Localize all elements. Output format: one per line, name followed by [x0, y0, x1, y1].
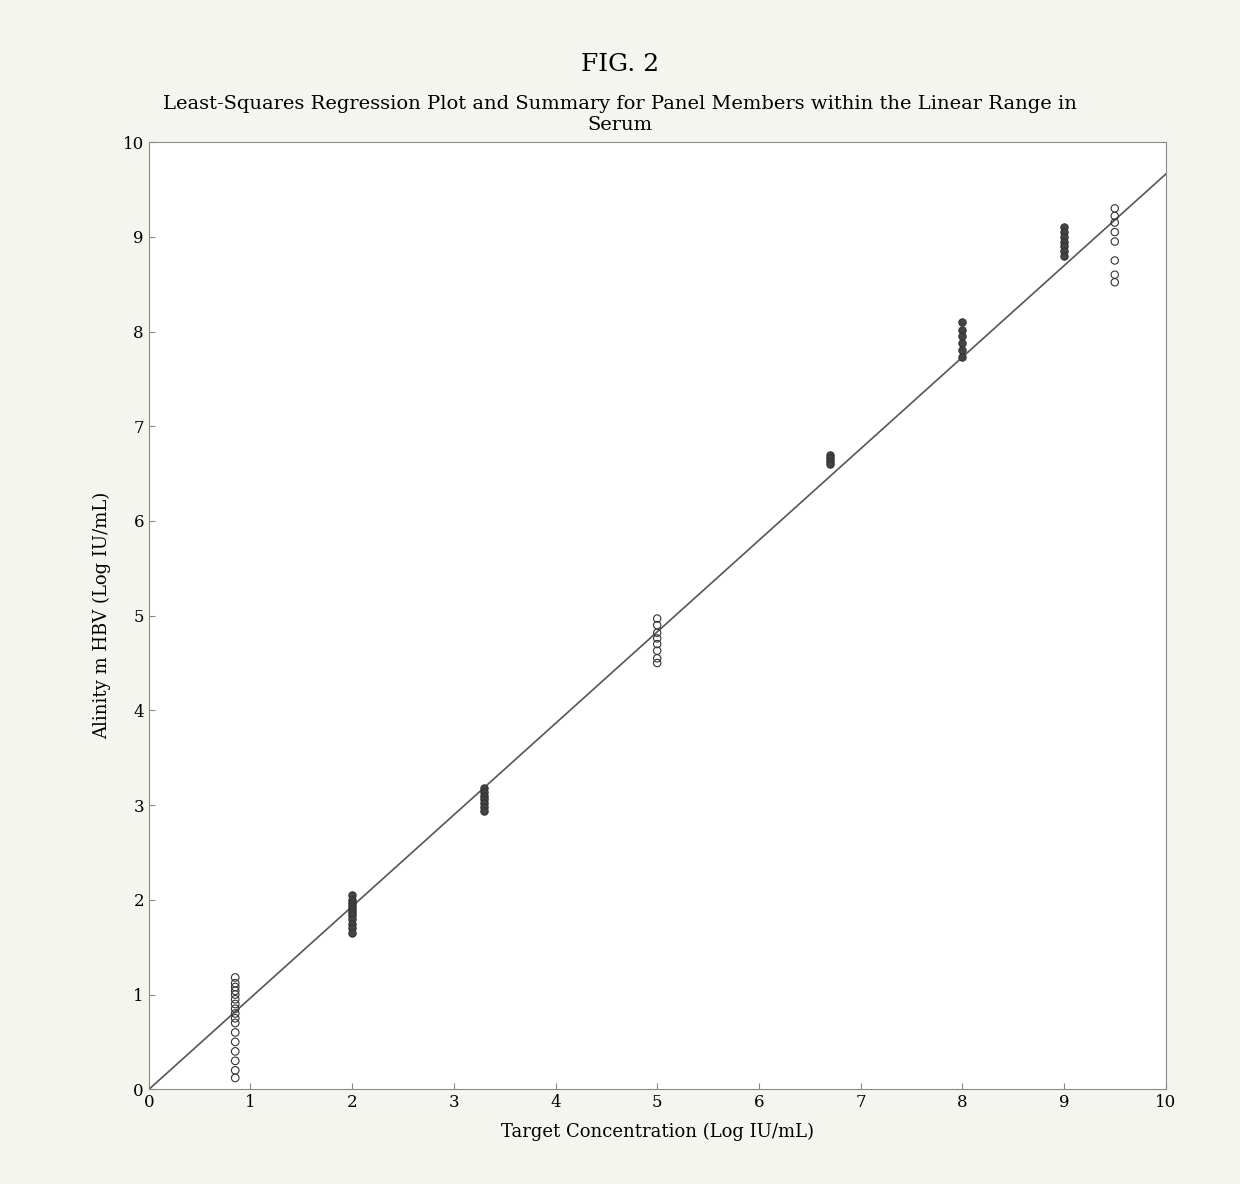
Point	[647, 629, 667, 648]
Point	[342, 896, 362, 915]
Point	[820, 452, 839, 471]
Point	[1105, 251, 1125, 270]
Point	[475, 783, 495, 802]
Point	[1054, 232, 1074, 251]
Point	[342, 924, 362, 942]
Point	[342, 902, 362, 921]
Point	[226, 978, 246, 997]
Point	[952, 313, 972, 332]
Point	[1054, 223, 1074, 242]
Y-axis label: Alinity m HBV (Log IU/mL): Alinity m HBV (Log IU/mL)	[93, 493, 112, 739]
Point	[342, 909, 362, 928]
Point	[342, 886, 362, 905]
Point	[647, 609, 667, 628]
Point	[1105, 223, 1125, 242]
Point	[342, 914, 362, 933]
Point	[952, 341, 972, 360]
Point	[952, 320, 972, 339]
Point	[226, 1068, 246, 1087]
Point	[1105, 232, 1125, 251]
Point	[226, 985, 246, 1004]
Point	[226, 982, 246, 1000]
Point	[647, 649, 667, 668]
Point	[820, 445, 839, 464]
Point	[226, 973, 246, 992]
Point	[226, 969, 246, 987]
Point	[475, 786, 495, 805]
Point	[1054, 246, 1074, 265]
Point	[647, 616, 667, 635]
Point	[226, 1051, 246, 1070]
Point	[1054, 242, 1074, 260]
Point	[647, 654, 667, 673]
Point	[342, 890, 362, 909]
Point	[952, 327, 972, 346]
Point	[952, 334, 972, 353]
Point	[226, 1032, 246, 1051]
Point	[342, 919, 362, 938]
Point	[1054, 218, 1074, 237]
Point	[1105, 265, 1125, 284]
Text: FIG. 2: FIG. 2	[580, 53, 660, 76]
Point	[1105, 272, 1125, 291]
Point	[342, 893, 362, 912]
Point	[226, 1042, 246, 1061]
Point	[820, 449, 839, 468]
Point	[647, 623, 667, 642]
X-axis label: Target Concentration (Log IU/mL): Target Concentration (Log IU/mL)	[501, 1122, 813, 1140]
Point	[226, 1009, 246, 1028]
Point	[1105, 199, 1125, 218]
Point	[226, 1023, 246, 1042]
Point	[226, 999, 246, 1018]
Point	[475, 798, 495, 817]
Point	[226, 995, 246, 1014]
Point	[226, 990, 246, 1009]
Point	[820, 455, 839, 474]
Point	[226, 1014, 246, 1032]
Point	[475, 802, 495, 821]
Point	[475, 779, 495, 798]
Point	[647, 635, 667, 654]
Point	[1105, 213, 1125, 232]
Point	[1054, 227, 1074, 246]
Point	[1054, 237, 1074, 256]
Text: Least-Squares Regression Plot and Summary for Panel Members within the Linear Ra: Least-Squares Regression Plot and Summar…	[164, 95, 1076, 134]
Point	[342, 906, 362, 925]
Point	[226, 1004, 246, 1023]
Point	[475, 793, 495, 812]
Point	[226, 1061, 246, 1080]
Point	[1105, 206, 1125, 225]
Point	[952, 348, 972, 367]
Point	[475, 790, 495, 809]
Point	[342, 900, 362, 919]
Point	[647, 642, 667, 661]
